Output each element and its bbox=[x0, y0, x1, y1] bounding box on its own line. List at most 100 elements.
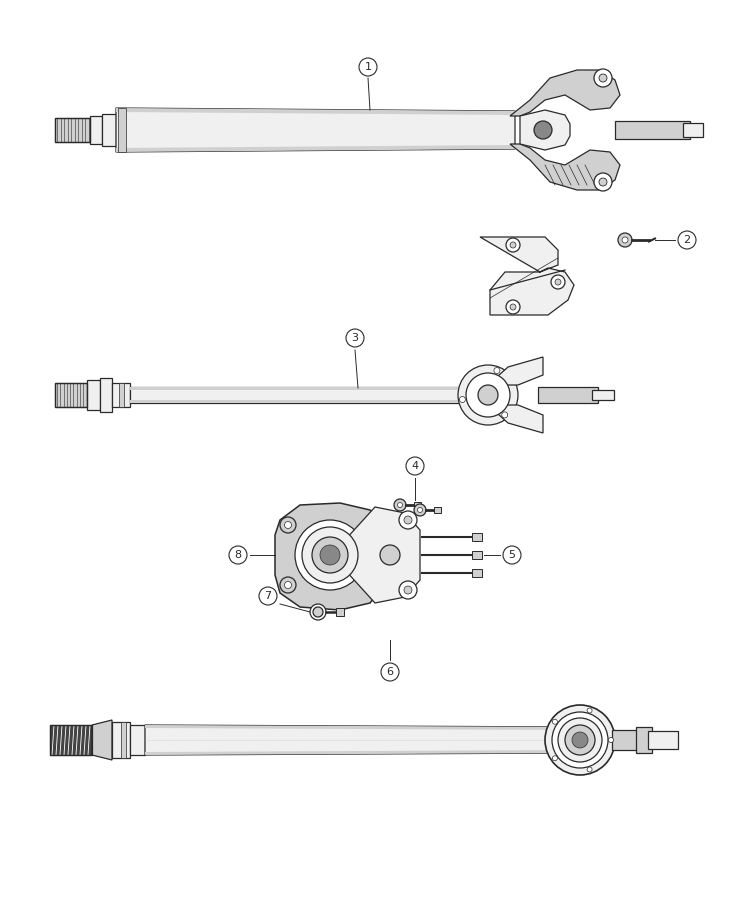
Circle shape bbox=[599, 74, 607, 82]
Circle shape bbox=[608, 737, 614, 742]
Circle shape bbox=[302, 527, 358, 583]
Polygon shape bbox=[520, 110, 570, 150]
Bar bbox=[472, 533, 482, 541]
Circle shape bbox=[459, 397, 465, 402]
Circle shape bbox=[478, 385, 498, 405]
Polygon shape bbox=[116, 108, 515, 152]
Circle shape bbox=[259, 587, 277, 605]
Circle shape bbox=[594, 69, 612, 87]
Polygon shape bbox=[488, 357, 543, 385]
Circle shape bbox=[558, 718, 602, 762]
Bar bbox=[112, 383, 130, 407]
Text: 2: 2 bbox=[683, 235, 691, 245]
Circle shape bbox=[404, 516, 412, 524]
Circle shape bbox=[458, 365, 518, 425]
Circle shape bbox=[399, 581, 417, 599]
Polygon shape bbox=[116, 145, 515, 152]
Circle shape bbox=[555, 279, 561, 285]
Text: 7: 7 bbox=[265, 591, 271, 601]
Bar bbox=[648, 731, 678, 749]
Circle shape bbox=[545, 705, 615, 775]
Bar bbox=[87, 380, 100, 410]
Text: 6: 6 bbox=[387, 667, 393, 677]
Circle shape bbox=[399, 511, 417, 529]
Bar bbox=[121, 722, 126, 758]
Text: 4: 4 bbox=[411, 461, 419, 471]
Circle shape bbox=[280, 577, 296, 593]
Circle shape bbox=[404, 586, 412, 594]
Text: 5: 5 bbox=[508, 550, 516, 560]
Circle shape bbox=[534, 121, 552, 139]
Bar bbox=[336, 608, 344, 616]
Circle shape bbox=[594, 173, 612, 191]
Circle shape bbox=[414, 504, 426, 516]
Circle shape bbox=[359, 58, 377, 76]
Polygon shape bbox=[345, 507, 420, 603]
Circle shape bbox=[346, 329, 364, 347]
Bar bbox=[130, 387, 485, 390]
Bar bbox=[55, 118, 90, 142]
Bar bbox=[55, 383, 87, 407]
Circle shape bbox=[380, 545, 400, 565]
Circle shape bbox=[599, 178, 607, 186]
Circle shape bbox=[466, 373, 510, 417]
Bar bbox=[636, 727, 652, 753]
Circle shape bbox=[565, 725, 595, 755]
Circle shape bbox=[510, 242, 516, 248]
Text: 3: 3 bbox=[351, 333, 359, 343]
Polygon shape bbox=[510, 70, 620, 116]
Polygon shape bbox=[145, 750, 575, 755]
Bar bbox=[615, 121, 690, 139]
Bar bbox=[612, 730, 640, 750]
Bar bbox=[55, 118, 90, 142]
Circle shape bbox=[381, 663, 399, 681]
Circle shape bbox=[551, 275, 565, 289]
Circle shape bbox=[572, 732, 588, 748]
Circle shape bbox=[678, 231, 696, 249]
Circle shape bbox=[285, 581, 291, 589]
Bar bbox=[118, 108, 126, 152]
Polygon shape bbox=[510, 144, 620, 190]
Circle shape bbox=[502, 412, 508, 418]
Circle shape bbox=[506, 238, 520, 252]
Polygon shape bbox=[145, 725, 575, 755]
Circle shape bbox=[295, 520, 365, 590]
Circle shape bbox=[510, 304, 516, 310]
Circle shape bbox=[285, 521, 291, 528]
Polygon shape bbox=[145, 725, 575, 730]
Circle shape bbox=[552, 712, 608, 768]
Bar bbox=[130, 387, 485, 403]
Circle shape bbox=[622, 237, 628, 243]
Bar bbox=[55, 383, 87, 407]
Bar bbox=[538, 387, 598, 403]
Polygon shape bbox=[480, 237, 574, 315]
Circle shape bbox=[587, 708, 592, 713]
Circle shape bbox=[313, 607, 323, 617]
Circle shape bbox=[506, 300, 520, 314]
Circle shape bbox=[312, 537, 348, 573]
Polygon shape bbox=[275, 503, 390, 610]
Circle shape bbox=[280, 517, 296, 533]
Bar bbox=[472, 569, 482, 577]
Bar bbox=[683, 123, 703, 137]
Bar bbox=[90, 116, 102, 144]
Circle shape bbox=[320, 545, 340, 565]
Bar bbox=[102, 114, 116, 146]
Circle shape bbox=[417, 508, 422, 512]
Circle shape bbox=[310, 604, 326, 620]
Circle shape bbox=[587, 767, 592, 772]
Bar bbox=[434, 507, 441, 513]
Circle shape bbox=[229, 546, 247, 564]
Polygon shape bbox=[92, 720, 112, 760]
Text: 8: 8 bbox=[234, 550, 242, 560]
Text: 1: 1 bbox=[365, 62, 371, 72]
Circle shape bbox=[394, 499, 406, 511]
Circle shape bbox=[397, 502, 402, 508]
Circle shape bbox=[618, 233, 632, 247]
Polygon shape bbox=[488, 405, 543, 433]
Bar bbox=[592, 390, 614, 400]
Circle shape bbox=[406, 457, 424, 475]
Bar bbox=[472, 551, 482, 559]
Bar bbox=[119, 383, 124, 407]
Circle shape bbox=[553, 719, 557, 724]
